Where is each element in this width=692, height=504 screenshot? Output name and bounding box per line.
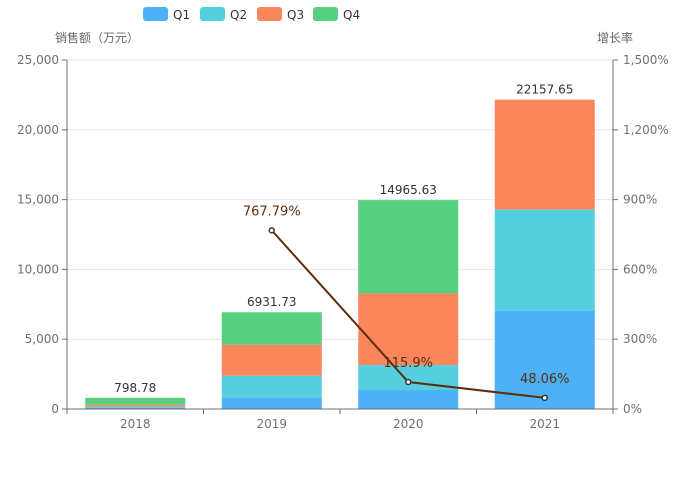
bar-q1-2020 [358,390,459,409]
legend-item-q3[interactable]: Q3 [257,7,304,22]
legend[interactable]: Q1 Q2 Q3 Q4 [143,7,360,22]
growth-point [405,378,412,386]
legend-swatch [143,7,168,21]
total-label: 6931.73 [247,295,297,309]
y2-tick-label: 1,200% [623,123,669,137]
y-axis-title: 销售额（万元） [55,30,139,45]
bars: 798.78 6931.73 14965.63 22157.65 [85,83,595,409]
x-tick-label: 2019 [256,417,287,431]
y2-tick-label: 1,500% [623,53,669,67]
growth-point [268,227,275,234]
bar-q4-2020 [358,200,459,294]
bar-q2-2018 [85,406,186,408]
y2-tick-label: 0% [623,402,642,416]
bar-q3-2020 [358,293,459,366]
growth-label: 767.79% [243,204,301,219]
bar-q1-2021 [494,310,595,409]
x-tick-label: 2020 [393,417,424,431]
legend-label: Q1 [173,8,190,22]
bar-q1-2018 [85,407,186,409]
y-tick-label: 15,000 [17,193,59,207]
bar-q1-2019 [221,397,322,409]
y2-axis-title: 增长率 [597,30,633,45]
legend-item-q4[interactable]: Q4 [313,7,360,22]
bar-q3-2021 [494,99,595,210]
x-tick-label: 2021 [529,417,560,431]
y-tick-label: 0 [51,402,59,416]
x-tick-label: 2018 [120,417,151,431]
bar-q2-2021 [494,209,595,311]
growth-label: 48.06% [520,372,570,387]
y2-tick-label: 600% [623,262,657,276]
legend-item-q2[interactable]: Q2 [200,7,247,22]
legend-swatch [313,7,338,21]
y-tick-label: 10,000 [17,262,59,276]
total-label: 22157.65 [516,83,573,97]
y-tick-label: 20,000 [17,123,59,137]
total-label: 798.78 [114,381,156,395]
legend-label: Q2 [230,8,247,22]
total-label: 14965.63 [380,183,437,197]
legend-label: Q3 [287,8,304,22]
growth-line: 767.79% 115.9% 48.06% [243,204,570,402]
axes: 0 5,000 10,000 15,000 20,000 25,000 0% 300% 600%… [17,53,669,431]
bar-q4-2019 [221,312,322,345]
growth-label: 115.9% [383,356,433,371]
legend-swatch [200,7,225,21]
bar-q3-2018 [85,404,186,407]
y-tick-label: 25,000 [17,53,59,67]
y2-tick-label: 900% [623,193,657,207]
bar-q3-2019 [221,344,322,376]
growth-point [541,394,548,402]
y2-tick-label: 300% [623,332,657,346]
legend-label: Q4 [343,8,360,22]
legend-swatch [257,7,282,21]
y-tick-label: 5,000 [25,332,59,346]
bar-q2-2019 [221,375,322,398]
bar-q4-2018 [85,397,186,405]
legend-item-q1[interactable]: Q1 [143,7,190,22]
